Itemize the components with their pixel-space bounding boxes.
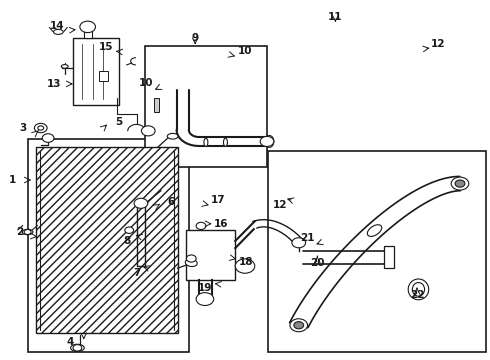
Circle shape [34,123,47,133]
Text: 9: 9 [192,33,199,43]
Text: 18: 18 [239,257,253,267]
Text: 2: 2 [16,227,23,237]
Circle shape [451,177,469,190]
Text: 8: 8 [123,236,130,246]
Circle shape [292,238,306,248]
Text: 10: 10 [238,46,252,56]
Circle shape [142,126,155,136]
Circle shape [134,198,148,208]
Circle shape [80,21,96,33]
Bar [36,147,177,333]
Ellipse shape [413,283,424,296]
Circle shape [38,126,44,130]
Ellipse shape [368,225,382,237]
Text: 22: 22 [410,291,424,301]
Circle shape [290,319,308,332]
Bar [384,246,394,268]
Text: 12: 12 [273,200,288,210]
Ellipse shape [265,135,274,147]
Ellipse shape [408,279,429,300]
Bar [36,147,177,333]
Circle shape [24,229,31,234]
Bar [154,98,159,112]
Ellipse shape [22,229,33,235]
Ellipse shape [204,138,208,147]
Circle shape [42,134,54,142]
Circle shape [186,255,196,262]
Text: 3: 3 [19,123,26,133]
Ellipse shape [71,344,84,351]
Text: 4: 4 [66,337,74,347]
Text: 11: 11 [328,12,343,22]
Text: 6: 6 [167,197,174,207]
Text: 10: 10 [139,78,153,88]
Bar [84,31,92,39]
Bar [145,45,267,167]
Text: 21: 21 [300,233,315,243]
Circle shape [196,222,206,229]
Bar [73,39,120,105]
Text: 16: 16 [213,219,228,229]
Bar [98,71,108,81]
Text: 17: 17 [211,195,225,205]
Text: 19: 19 [198,283,212,293]
Circle shape [455,180,465,187]
Text: 1: 1 [9,175,17,185]
Circle shape [260,136,274,147]
Circle shape [235,259,255,273]
Ellipse shape [185,259,197,266]
Ellipse shape [223,138,227,147]
Text: 20: 20 [310,258,324,268]
Circle shape [196,293,214,306]
Text: 5: 5 [115,117,122,127]
Circle shape [73,345,82,351]
Text: 15: 15 [98,42,113,52]
Text: 14: 14 [49,21,64,31]
Text: 12: 12 [431,40,445,49]
Text: 7: 7 [133,268,140,278]
Bar [186,230,235,280]
Text: 13: 13 [47,79,62,89]
Bar [27,139,189,352]
Ellipse shape [167,134,178,139]
Circle shape [125,227,134,233]
Ellipse shape [61,64,68,68]
Ellipse shape [53,30,63,35]
Bar [269,151,486,352]
Circle shape [294,321,304,329]
